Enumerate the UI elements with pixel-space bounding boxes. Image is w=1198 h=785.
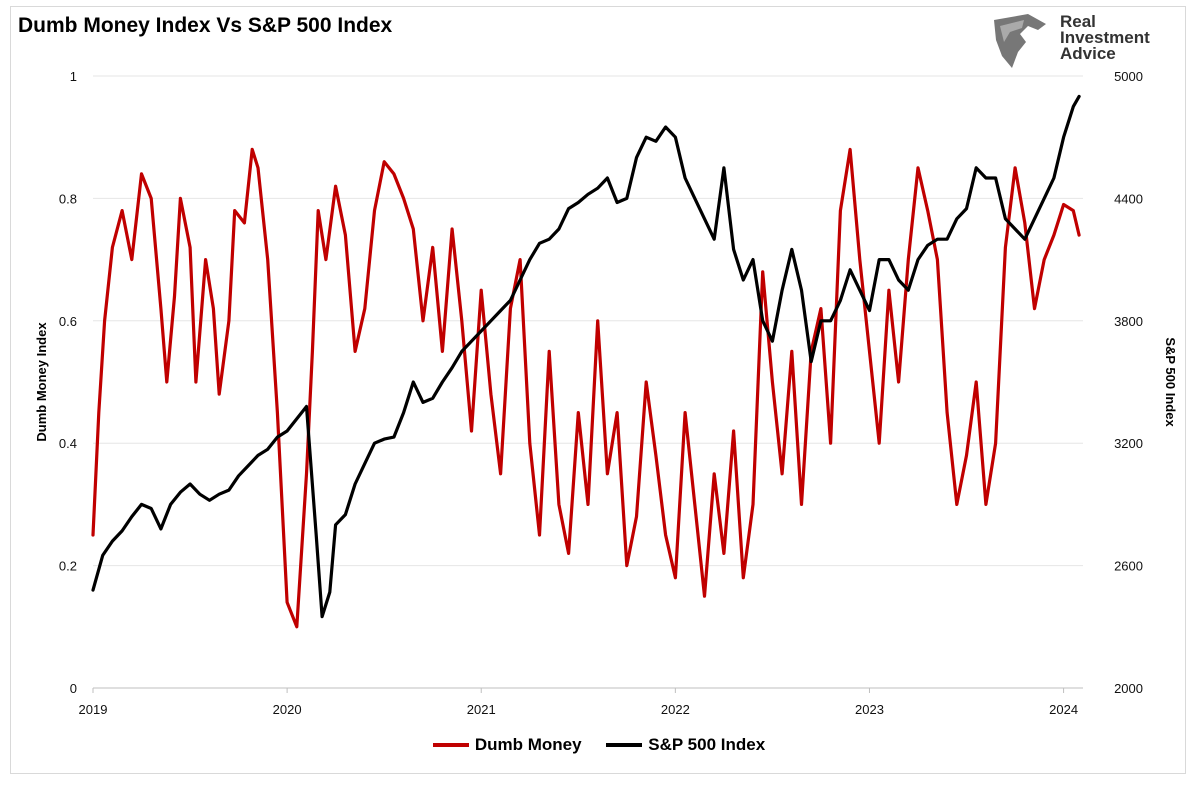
y-axis-label: Dumb Money Index [34,322,49,442]
chart-plot: 0 0.2 0.4 0.6 0.8 1 2000 2600 3200 3800 4400 5000 20… [34,69,1178,717]
logo-line-1: Real [1060,12,1096,31]
legend-item-dumb-money: Dumb Money [432,735,582,755]
x-tick-label-1: 2020 [273,702,302,717]
series-line-dumb-money [91,147,1081,629]
x-tick-label-5: 2024 [1049,702,1078,717]
y2-tick-label-1: 2600 [1114,559,1143,574]
y-tick-label-2: 0.4 [59,436,77,451]
legend-label-dumb-money: Dumb Money [474,735,582,754]
y-tick-label-4: 0.8 [59,191,77,206]
chart-frame [10,6,1186,774]
chart-title: Dumb Money Index Vs S&P 500 Index [18,14,393,37]
series-line-sp500 [91,94,1081,619]
legend-label-sp500: S&P 500 Index [648,735,766,754]
logo-icon [994,14,1046,68]
logo-text: Real Investment Advice [1060,12,1150,63]
logo-line-2: Investment [1060,28,1150,47]
logo-line-3: Advice [1060,44,1116,63]
y-tick-label-0: 0 [70,681,77,696]
y-tick-label-1: 0.2 [59,559,77,574]
x-tick-label-4: 2023 [855,702,884,717]
legend-item-sp500: S&P 500 Index [606,735,765,755]
x-tick-label-0: 2019 [79,702,108,717]
x-tick-label-3: 2022 [661,702,690,717]
legend-swatch-dumb-money [432,743,469,747]
legend-swatch-sp500 [606,743,643,747]
y2-axis-label: S&P 500 Index [1163,337,1178,427]
legend: Dumb Money S&P 500 Index [0,732,1198,755]
y2-tick-label-4: 4400 [1114,191,1143,206]
y-tick-label-5: 1 [70,69,77,84]
y2-tick-label-2: 3200 [1114,436,1143,451]
y2-tick-label-5: 5000 [1114,69,1143,84]
y-tick-label-3: 0.6 [59,314,77,329]
y2-tick-label-3: 3800 [1114,314,1143,329]
x-tick-label-2: 2021 [467,702,496,717]
y2-tick-label-0: 2000 [1114,681,1143,696]
